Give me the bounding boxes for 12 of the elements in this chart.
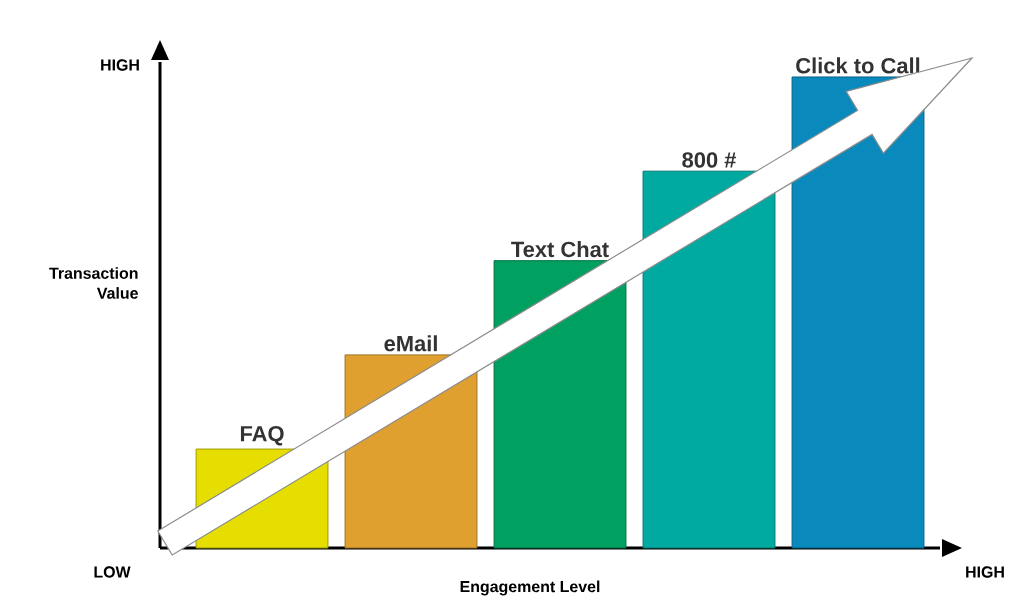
x-tick-label: Click to Call — [796, 57, 920, 74]
x-tick-label: FAQ — [240, 425, 284, 446]
x-tick-label: eMail — [384, 335, 437, 352]
bar — [642, 170, 776, 549]
text: HIGH — [966, 566, 1004, 578]
y-axis-title: Transaction Value — [49, 267, 138, 299]
text: LOW — [94, 566, 131, 578]
x-tick-label: Text Chat — [511, 241, 609, 258]
x-axis-title: Engagement Level — [460, 580, 600, 596]
text: HIGH — [101, 59, 139, 71]
x-tick-label: 800 # — [682, 152, 737, 168]
bar — [791, 76, 925, 549]
